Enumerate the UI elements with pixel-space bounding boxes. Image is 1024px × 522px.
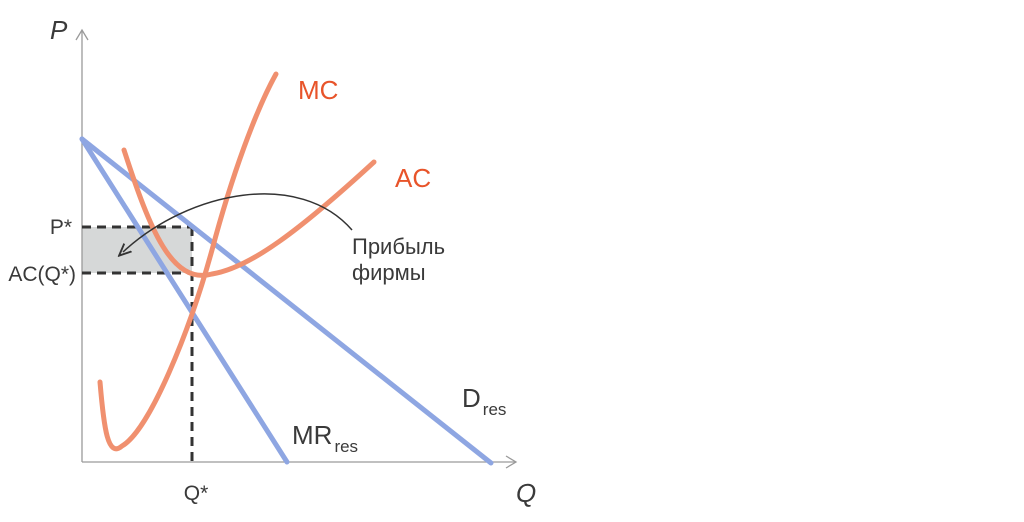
marginal-revenue-curve (79, 136, 290, 465)
mc-label: MC (298, 75, 338, 105)
mr-label-subscript: res (334, 437, 358, 456)
profit-annotation-line2: фирмы (352, 260, 426, 285)
mr-label: MR res (292, 420, 358, 456)
avg-cost-tick-label: AC(Q*) (8, 263, 76, 286)
y-axis-label: P (50, 15, 68, 45)
marginal-cost-curve (97, 71, 279, 452)
average-cost-curve (121, 147, 377, 278)
demand-label-subscript: res (483, 400, 507, 419)
profit-area (82, 227, 192, 273)
demand-curve (79, 136, 494, 466)
x-axis-label: Q (516, 478, 536, 508)
demand-label-main: D (462, 383, 481, 413)
y-axis-arrow-icon (75, 28, 89, 41)
axes (75, 28, 518, 469)
guide-lines (82, 225, 194, 462)
mr-label-main: MR (292, 420, 332, 450)
ac-label: AC (395, 163, 431, 193)
x-axis-arrow-icon (505, 455, 518, 469)
quantity-tick-label: Q* (184, 482, 209, 505)
price-tick-label: P* (50, 216, 72, 239)
profit-arrow-icon (123, 193, 353, 252)
profit-annotation-line1: Прибыль (352, 234, 445, 259)
